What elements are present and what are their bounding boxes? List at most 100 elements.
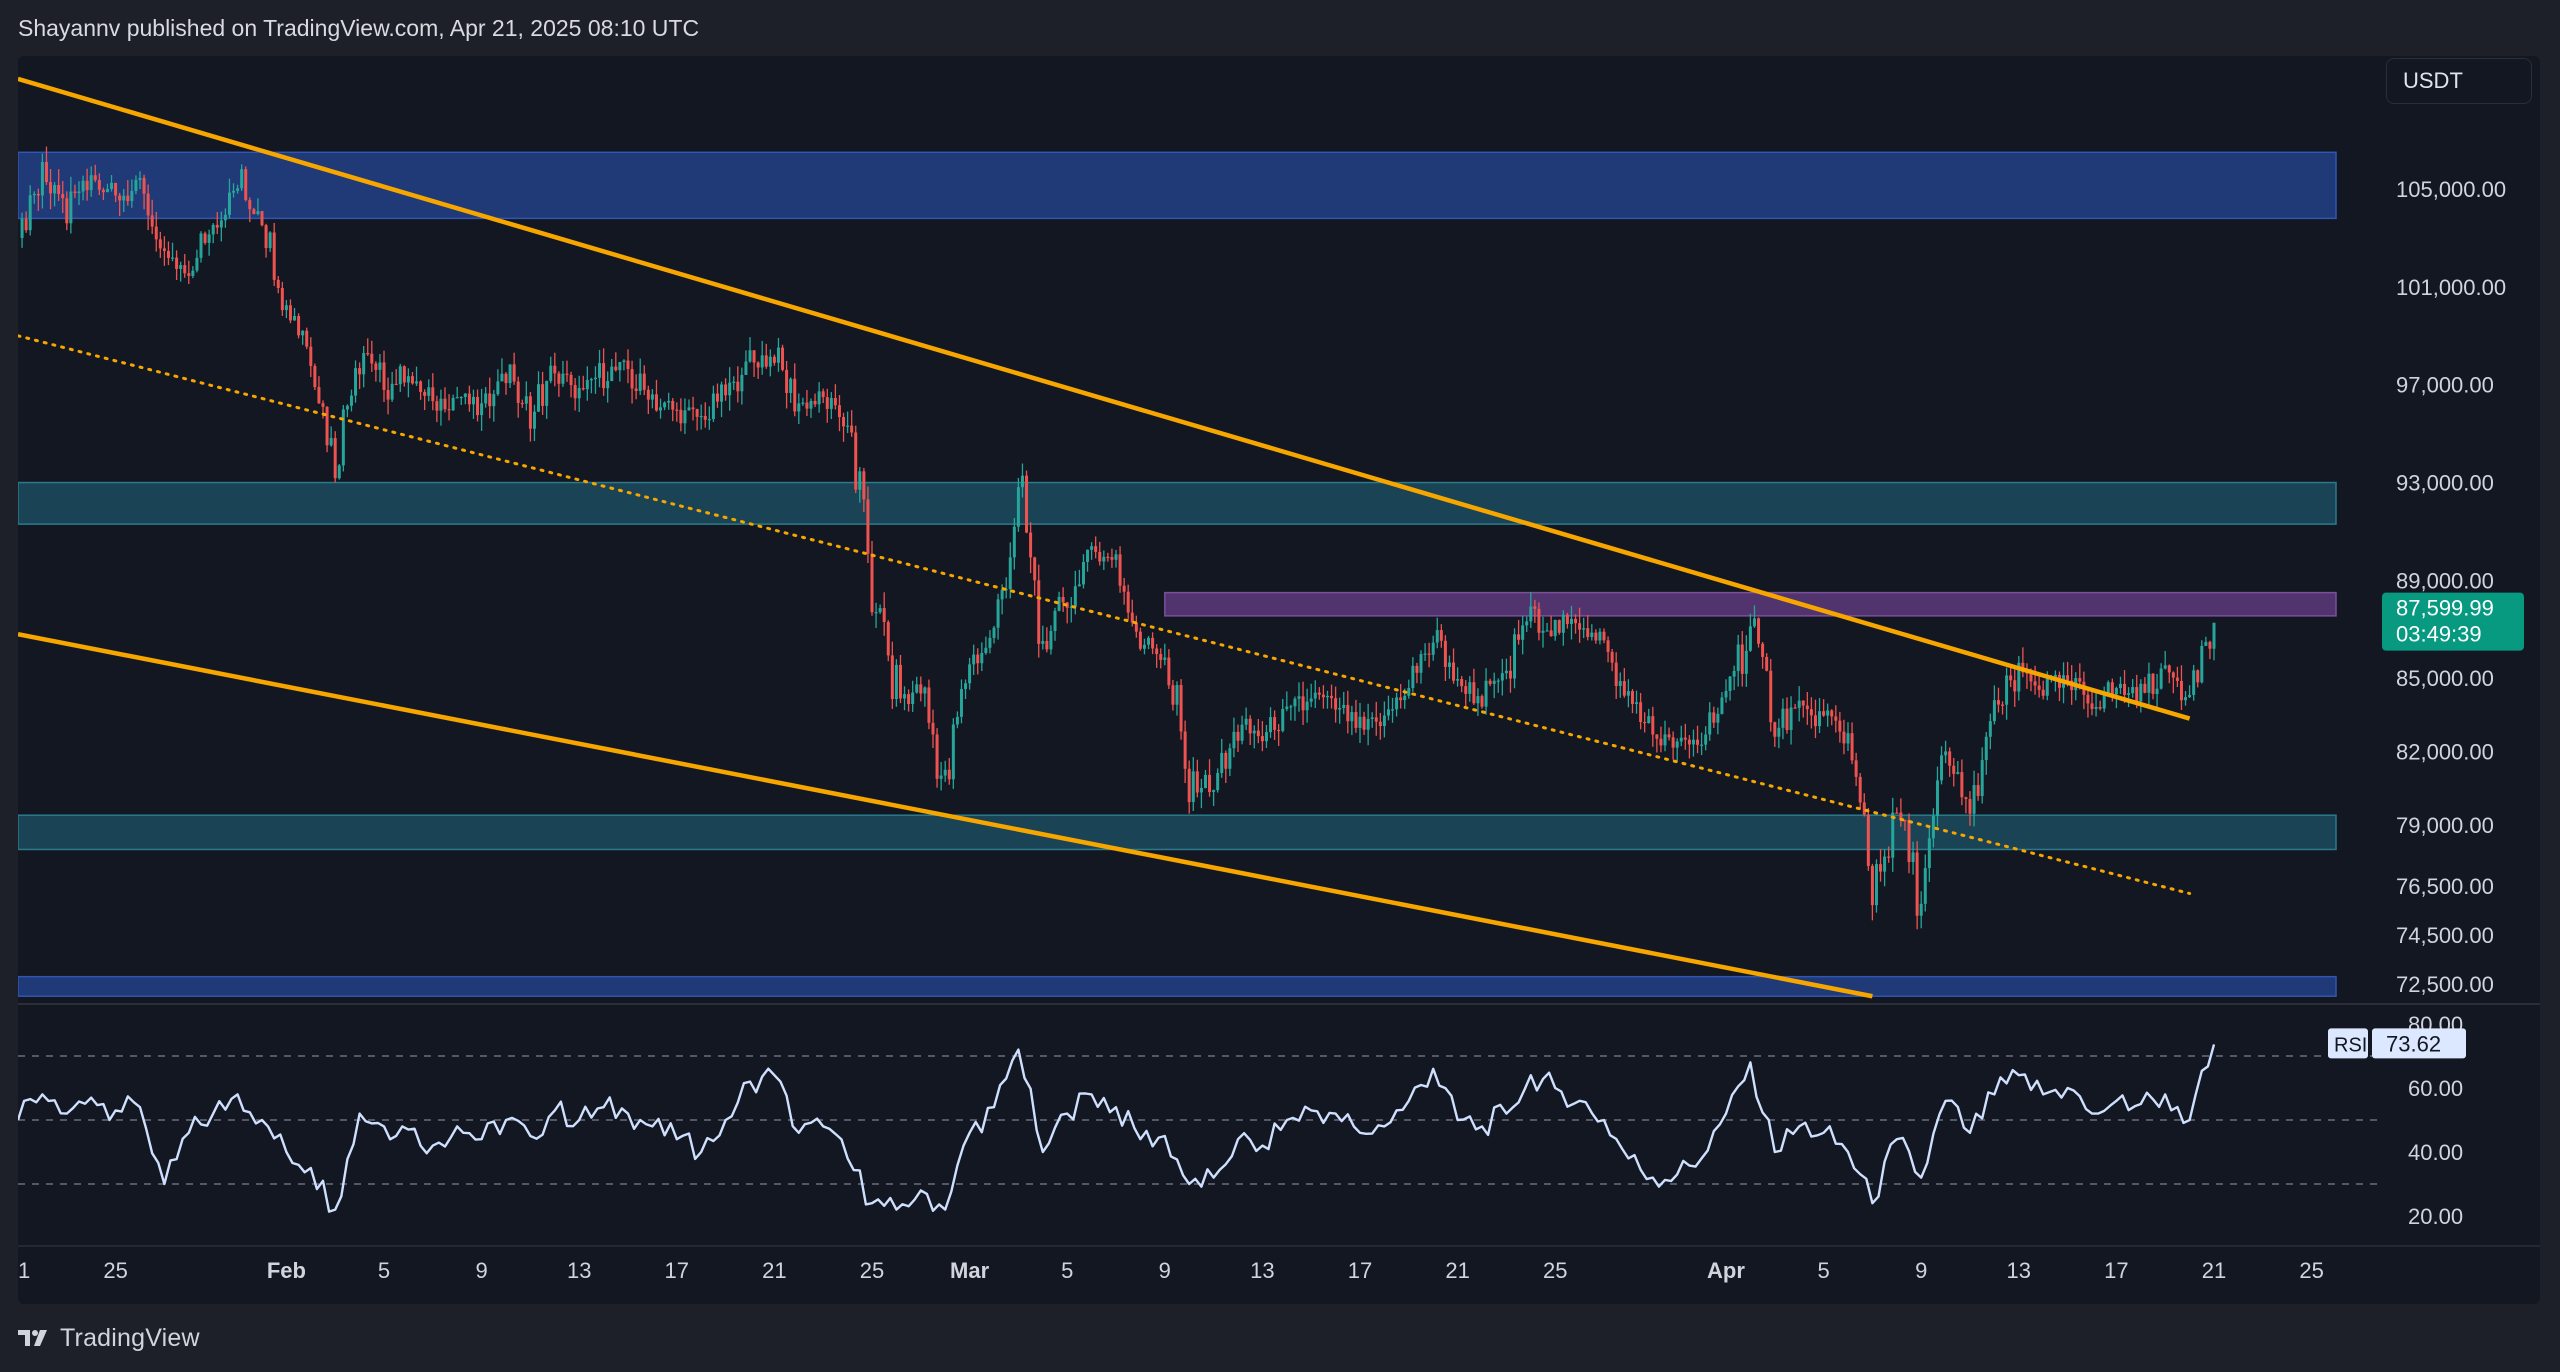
candle-body bbox=[73, 191, 77, 193]
candle-body bbox=[894, 664, 898, 700]
candle-body bbox=[2131, 687, 2135, 694]
candle-body bbox=[1565, 614, 1569, 624]
candle-body bbox=[1830, 710, 1834, 717]
rsi-tick-label: 40.00 bbox=[2408, 1140, 2463, 1165]
candle-body bbox=[980, 652, 984, 664]
candle-body bbox=[1464, 686, 1468, 694]
candle-body bbox=[1484, 680, 1488, 707]
candle-body bbox=[935, 734, 939, 779]
candle-body bbox=[1443, 640, 1447, 667]
candle-body bbox=[903, 694, 907, 699]
candle-body bbox=[1578, 623, 1582, 630]
candle-body bbox=[2196, 670, 2200, 683]
candle-body bbox=[183, 265, 187, 274]
current-price-badge bbox=[2382, 592, 2524, 651]
candle-body bbox=[1618, 681, 1622, 687]
candle-body bbox=[1191, 771, 1195, 803]
candle-body bbox=[1338, 707, 1342, 710]
candle-body bbox=[687, 407, 691, 411]
rsi-name-badge bbox=[2328, 1028, 2368, 1059]
candle-body bbox=[301, 330, 305, 336]
candle-body bbox=[264, 225, 268, 249]
candle-body bbox=[158, 239, 162, 249]
candle-body bbox=[2184, 697, 2188, 701]
candle-body bbox=[2159, 668, 2163, 689]
candle-body bbox=[1952, 765, 1956, 774]
candle-body bbox=[573, 385, 577, 399]
candle-body bbox=[1935, 780, 1939, 816]
chart-frame[interactable]: 105,000.00 101,000.00 97,000.00 93,000.00 89… bbox=[18, 56, 2540, 1304]
candle-body bbox=[1561, 614, 1565, 633]
candle-body bbox=[1826, 710, 1830, 716]
candle-body bbox=[1472, 682, 1476, 704]
candle-body bbox=[764, 355, 768, 367]
candle-body bbox=[1293, 698, 1297, 707]
candle-body bbox=[1736, 644, 1740, 671]
candle-body bbox=[1025, 475, 1029, 533]
candle-body bbox=[1309, 698, 1313, 702]
tradingview-logo[interactable]: TradingView bbox=[18, 1324, 200, 1353]
candle-body bbox=[1232, 731, 1236, 749]
candle-body bbox=[1277, 729, 1281, 732]
footer: TradingView bbox=[0, 1304, 2560, 1372]
candle-body bbox=[724, 384, 728, 396]
candle-body bbox=[370, 353, 374, 364]
candle-body bbox=[1757, 618, 1761, 644]
candle-body bbox=[1874, 864, 1878, 906]
candle-body bbox=[626, 360, 630, 370]
price-tick-label: 101,000.00 bbox=[2396, 275, 2506, 300]
candle-body bbox=[406, 376, 410, 383]
candle-body bbox=[1732, 670, 1736, 677]
time-tick-label: 25 bbox=[103, 1258, 127, 1283]
candle-body bbox=[1151, 637, 1155, 649]
chart-canvas[interactable]: 105,000.00 101,000.00 97,000.00 93,000.00 89… bbox=[18, 56, 2540, 1304]
candle-body bbox=[1797, 700, 1801, 708]
candle-body bbox=[77, 191, 81, 193]
candle-body bbox=[1883, 856, 1887, 872]
candle-body bbox=[931, 722, 935, 735]
candle-body bbox=[492, 394, 496, 407]
time-tick-label: 17 bbox=[1348, 1258, 1372, 1283]
candle-body bbox=[53, 184, 57, 194]
candle-body bbox=[2114, 688, 2118, 695]
candle-body bbox=[805, 402, 809, 409]
candle-body bbox=[1460, 679, 1464, 687]
candle-body bbox=[622, 360, 626, 363]
time-tick-label: 21 bbox=[762, 1258, 786, 1283]
candle-body bbox=[1439, 630, 1443, 641]
candle-body bbox=[1549, 630, 1553, 637]
candle-body bbox=[541, 384, 545, 406]
candle-body bbox=[2102, 694, 2106, 709]
candle-body bbox=[557, 373, 561, 384]
candle-body bbox=[1712, 712, 1716, 723]
candle-body bbox=[1330, 695, 1334, 699]
candle-body bbox=[1114, 554, 1118, 560]
candle-body bbox=[101, 189, 105, 193]
candle-body bbox=[654, 394, 658, 411]
candle-body bbox=[325, 406, 329, 446]
current-price-countdown: 03:49:39 bbox=[2396, 622, 2482, 647]
candle-body bbox=[130, 191, 134, 202]
candle-body bbox=[707, 419, 711, 421]
time-tick-label: 13 bbox=[567, 1258, 591, 1283]
candle-body bbox=[1094, 546, 1098, 552]
candle-body bbox=[2179, 680, 2183, 701]
candle-body bbox=[1793, 707, 1797, 709]
candle-body bbox=[1598, 631, 1602, 641]
candle-body bbox=[1126, 591, 1130, 613]
candle-body bbox=[972, 654, 976, 665]
candle-body bbox=[1260, 736, 1264, 742]
currency-selector[interactable]: USDT bbox=[2386, 58, 2532, 104]
candle-body bbox=[195, 257, 199, 271]
candle-body bbox=[1073, 586, 1077, 607]
candle-body bbox=[854, 432, 858, 490]
candle-body bbox=[1033, 557, 1037, 581]
candle-body bbox=[748, 350, 752, 362]
candle-body bbox=[1297, 696, 1301, 699]
candle-body bbox=[1057, 596, 1061, 611]
candle-body bbox=[959, 689, 963, 717]
candle-body bbox=[1008, 557, 1012, 590]
candle-body bbox=[256, 211, 260, 215]
candle-body bbox=[162, 248, 166, 251]
candle-body bbox=[1285, 706, 1289, 710]
